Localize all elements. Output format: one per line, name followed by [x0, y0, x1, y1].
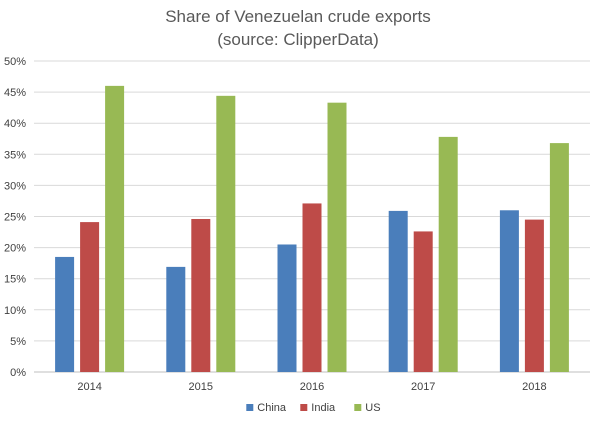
bar-china-2017	[388, 210, 408, 372]
y-tick-label: 5%	[10, 336, 26, 348]
bar-us-2017	[438, 136, 458, 372]
legend-swatch	[246, 404, 254, 411]
bar-china-2016	[277, 244, 297, 372]
x-tick-label: 2016	[300, 381, 324, 393]
x-tick-label: 2015	[189, 381, 213, 393]
legend-label: China	[257, 402, 287, 414]
legend-label: US	[365, 402, 380, 414]
y-tick-label: 10%	[4, 305, 26, 317]
x-tick-label: 2018	[522, 381, 546, 393]
chart-title: Share of Venezuelan crude exports	[165, 7, 431, 26]
bar-us-2015	[216, 95, 236, 372]
legend-swatch	[300, 404, 308, 411]
bar-china-2015	[166, 266, 186, 372]
y-tick-label: 45%	[4, 87, 26, 99]
x-tick-label: 2014	[77, 381, 101, 393]
bar-us-2018	[549, 143, 569, 372]
legend-swatch	[354, 404, 362, 411]
y-tick-label: 0%	[10, 367, 26, 379]
x-tick-label: 2017	[411, 381, 435, 393]
y-tick-label: 40%	[4, 118, 26, 130]
y-axis-ticks: 0% 5% 10% 15% 20% 25% 30% 35% 40% 45% 50%	[4, 56, 26, 379]
legend: China India US	[246, 402, 381, 414]
y-tick-label: 20%	[4, 243, 26, 255]
bar-us-2016	[327, 102, 347, 372]
bar-china-2014	[55, 256, 75, 372]
legend-entry-india: India	[300, 402, 336, 414]
legend-entry-china: China	[246, 402, 287, 414]
legend-label: India	[311, 402, 336, 414]
bar-us-2014	[105, 85, 125, 372]
bar-india-2017	[413, 231, 433, 372]
chart-subtitle: (source: ClipperData)	[217, 30, 379, 49]
bars	[55, 85, 569, 372]
bar-india-2016	[302, 203, 322, 372]
y-tick-label: 50%	[4, 56, 26, 68]
bar-china-2018	[499, 210, 519, 372]
y-tick-label: 15%	[4, 274, 26, 286]
y-tick-label: 35%	[4, 149, 26, 161]
bar-india-2018	[524, 219, 544, 372]
y-tick-label: 25%	[4, 212, 26, 224]
legend-entry-us: US	[354, 402, 381, 414]
y-tick-label: 30%	[4, 180, 26, 192]
bar-india-2014	[80, 222, 100, 372]
bar-india-2015	[191, 218, 211, 372]
x-axis-ticks: 2014 2015 2016 2017 2018	[77, 381, 546, 393]
